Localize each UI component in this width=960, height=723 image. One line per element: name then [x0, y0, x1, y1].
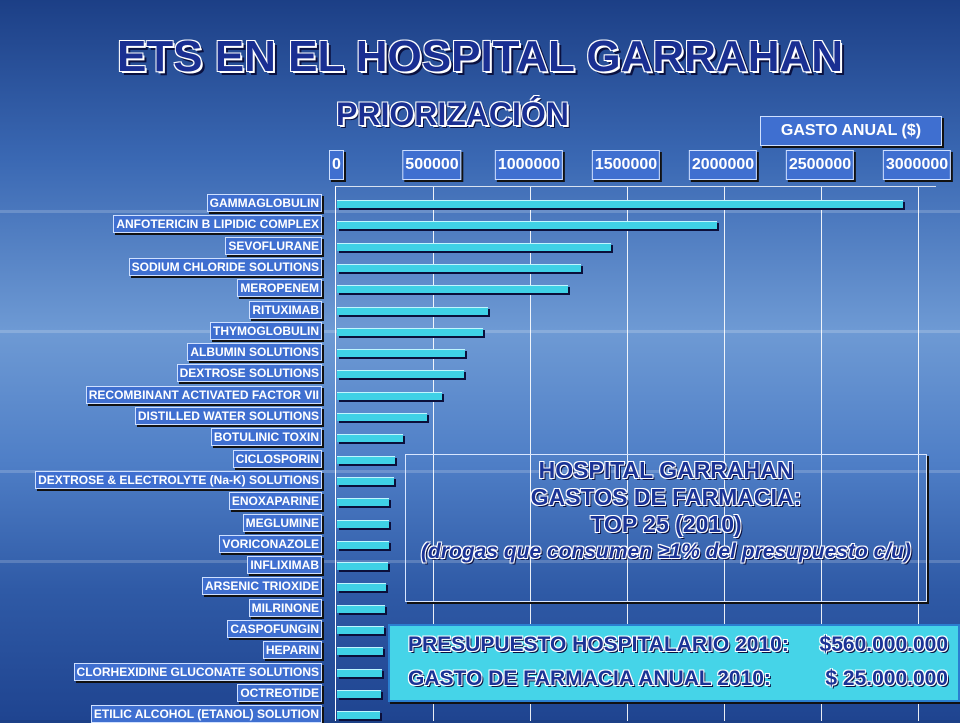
- x-tick-label: 500000: [402, 150, 462, 180]
- category-label: SODIUM CHLORIDE SOLUTIONS: [128, 257, 322, 276]
- category-label: HEPARIN: [262, 641, 322, 660]
- bar: [337, 370, 465, 379]
- category-label: CASPOFUNGIN: [227, 620, 322, 638]
- x-tick-label: 2500000: [785, 150, 855, 180]
- bar: [337, 519, 389, 528]
- bar-chart-plot-area: [335, 186, 936, 721]
- x-tick-label: 0: [329, 150, 344, 180]
- info-line-4: (drogas que consumen ≥1% del presupuesto…: [421, 540, 911, 563]
- x-axis-label: GASTO ANUAL ($): [760, 116, 942, 146]
- budget-row-hospital: PRESUPUESTO HOSPITALARIO 2010: $560.000.…: [390, 630, 958, 660]
- bar: [337, 391, 442, 400]
- bar: [337, 626, 384, 634]
- x-tick-label: 1000000: [494, 150, 564, 180]
- category-label: BOTULINIC TOXIN: [210, 428, 322, 447]
- info-line-2: GASTOS DE FARMACIA:: [530, 484, 802, 510]
- budget-box: PRESUPUESTO HOSPITALARIO 2010: $560.000.…: [388, 624, 960, 702]
- bar: [337, 327, 483, 336]
- bar: [337, 583, 386, 592]
- category-label: GAMMAGLOBULIN: [206, 194, 322, 212]
- category-label: ENOXAPARINE: [228, 492, 322, 511]
- bar: [337, 711, 380, 720]
- bar: [337, 668, 383, 677]
- hospital-budget-value: $560.000.000: [819, 633, 948, 656]
- category-label: DISTILLED WATER SOLUTIONS: [134, 407, 322, 425]
- x-tick-label: 3000000: [882, 150, 952, 180]
- bar: [337, 242, 611, 251]
- category-label: DEXTROSE & ELECTROLYTE (Na-K) SOLUTIONS: [35, 470, 322, 489]
- pharmacy-spend-value: $ 25.000.000: [825, 667, 948, 690]
- bar: [337, 540, 389, 549]
- category-label: MEGLUMINE: [242, 513, 322, 532]
- category-label: THYMOGLOBULIN: [210, 321, 322, 340]
- category-label: ETILIC ALCOHOL (ETANOL) SOLUTION: [90, 705, 322, 723]
- category-label: ARSENIC TRIOXIDE: [201, 577, 322, 596]
- slide-title: ETS EN EL HOSPITAL GARRAHAN: [116, 32, 844, 81]
- category-label: INFLIXIMAB: [247, 556, 322, 575]
- bar: [337, 604, 386, 613]
- bar: [337, 349, 466, 358]
- bar: [337, 647, 383, 656]
- category-label: CICLOSPORIN: [232, 449, 322, 468]
- category-label: ANFOTERICIN B LIPIDIC COMPLEX: [113, 215, 322, 234]
- category-label: ALBUMIN SOLUTIONS: [187, 343, 322, 362]
- bar: [337, 476, 395, 485]
- category-label: VORICONAZOLE: [219, 534, 322, 553]
- slide-subtitle: PRIORIZACIÓN: [336, 96, 569, 132]
- info-line-1: HOSPITAL GARRAHAN: [538, 457, 794, 483]
- bar: [337, 498, 390, 507]
- category-label: DEXTROSE SOLUTIONS: [176, 364, 322, 383]
- category-label: RITUXIMAB: [249, 300, 322, 319]
- hospital-budget-label: PRESUPUESTO HOSPITALARIO 2010:: [408, 633, 789, 656]
- info-line-3: TOP 25 (2010): [590, 511, 742, 537]
- category-label: MILRINONE: [248, 598, 322, 617]
- category-label: CLORHEXIDINE GLUCONATE SOLUTIONS: [73, 662, 322, 681]
- budget-row-pharmacy: GASTO DE FARMACIA ANUAL 2010: $ 25.000.0…: [390, 664, 958, 694]
- bar: [337, 200, 904, 208]
- bar: [337, 263, 582, 272]
- pharmacy-info-box: HOSPITAL GARRAHAN GASTOS DE FARMACIA: TO…: [405, 454, 927, 602]
- bar: [337, 689, 381, 698]
- bar: [337, 434, 403, 443]
- category-label: OCTREOTIDE: [237, 683, 322, 702]
- bar: [337, 285, 568, 294]
- bar: [337, 221, 718, 230]
- category-label: SEVOFLURANE: [225, 236, 322, 255]
- category-label: MEROPENEM: [237, 279, 322, 298]
- bar: [337, 455, 396, 464]
- bar: [337, 413, 428, 421]
- x-tick-label: 2000000: [688, 150, 758, 180]
- x-tick-label: 1500000: [591, 150, 661, 180]
- pharmacy-spend-label: GASTO DE FARMACIA ANUAL 2010:: [408, 667, 771, 690]
- category-label: RECOMBINANT ACTIVATED FACTOR VII: [85, 385, 322, 404]
- bar: [337, 562, 388, 571]
- bar: [337, 306, 489, 315]
